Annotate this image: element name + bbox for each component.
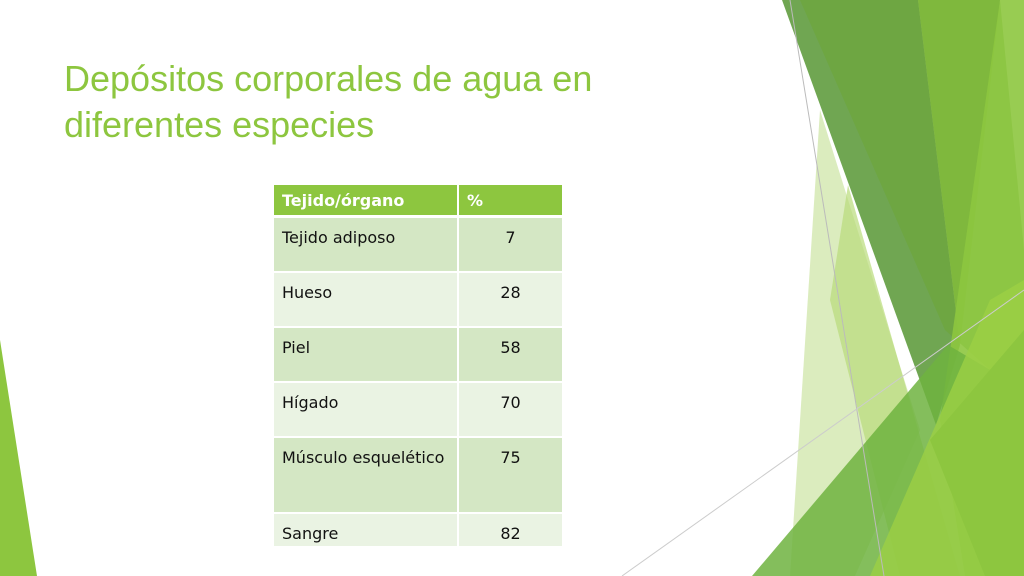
tissue-cell: Hueso [274,272,459,328]
tissue-cell: Tejido adiposo [274,216,459,273]
table-row: Sangre 82 [274,513,562,548]
tissue-cell: Piel [274,327,459,383]
facet-mid [918,0,1000,345]
thin-line-diagonal [621,289,1024,576]
water-content-table: Tejido/órgano % Tejido adiposo 7 Hueso 2… [274,185,562,548]
slide-title: Depósitos corporales de agua en diferent… [64,58,593,145]
percent-cell: 58 [458,327,562,383]
percent-cell: 7 [458,216,562,273]
table-row: Hígado 70 [274,382,562,438]
header-percent: % [458,185,562,218]
thin-line-vertical [789,0,885,576]
tissue-cell: Sangre [274,513,459,548]
tissue-cell: Músculo esquelético [274,437,459,514]
facet-accent [930,330,1024,576]
percent-cell: 82 [458,513,562,548]
percent-cell: 70 [458,382,562,438]
table-row: Piel 58 [274,327,562,383]
percent-cell: 28 [458,272,562,328]
table-row: Tejido adiposo 7 [274,216,562,273]
table-header-row: Tejido/órgano % [274,185,562,218]
left-green-sliver [0,340,37,576]
header-tissue: Tejido/órgano [274,185,459,218]
table-row: Músculo esquelético 75 [274,437,562,514]
percent-cell: 75 [458,437,562,514]
table-row: Hueso 28 [274,272,562,328]
tissue-cell: Hígado [274,382,459,438]
